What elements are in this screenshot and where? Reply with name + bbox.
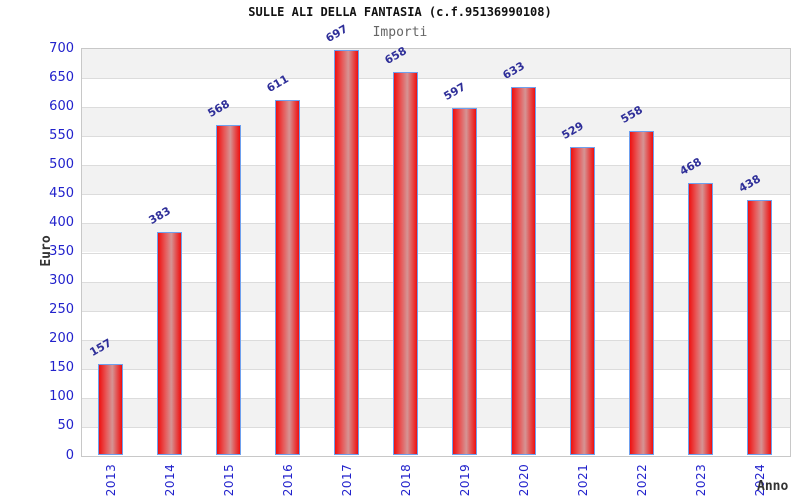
x-tick-label: 2021	[575, 463, 590, 497]
y-tick-label: 0	[65, 447, 74, 463]
x-tick-label: 2019	[457, 463, 472, 497]
plot-band	[82, 107, 790, 137]
y-tick-label: 650	[49, 69, 74, 85]
y-tick-label: 450	[49, 185, 74, 201]
bar-2017	[334, 50, 359, 455]
plot-band	[82, 49, 790, 79]
bar-2024	[747, 200, 772, 455]
y-tick-label: 350	[49, 244, 74, 259]
chart-title: SULLE ALI DELLA FANTASIA (c.f.9513699010…	[248, 5, 552, 19]
plot-band	[82, 194, 790, 224]
x-axis-title: Anno	[757, 479, 789, 494]
x-tick-label: 2016	[280, 463, 295, 497]
bar-2016	[275, 100, 300, 455]
bar-2019	[452, 108, 477, 455]
gridline	[82, 339, 790, 341]
gridline	[82, 107, 790, 109]
bar-2014	[157, 232, 182, 455]
y-tick-label: 100	[49, 389, 74, 405]
bar-2023	[688, 183, 713, 455]
x-tick-label: 2015	[221, 463, 236, 497]
gridline	[82, 223, 790, 225]
gridline	[82, 136, 790, 138]
gridline	[82, 78, 790, 80]
plot-band	[82, 252, 790, 282]
plot-band	[82, 136, 790, 166]
y-axis-title: Euro	[39, 235, 54, 267]
bar-2013	[98, 364, 123, 455]
gridline	[82, 165, 790, 167]
gridline	[82, 194, 790, 196]
gridline	[82, 426, 790, 428]
x-tick-label: 2020	[516, 463, 531, 497]
x-tick-label: 2013	[103, 463, 118, 497]
y-tick-label: 50	[57, 418, 74, 434]
x-tick-label: 2014	[162, 463, 177, 497]
plot-band	[82, 368, 790, 398]
bar-2022	[629, 131, 654, 455]
bar-2020	[511, 87, 536, 455]
plot-band	[82, 310, 790, 340]
y-tick-label: 700	[49, 40, 74, 56]
gridline	[82, 397, 790, 399]
chart-subtitle: Importi	[372, 25, 428, 40]
plot-area	[81, 48, 791, 457]
plot-band	[82, 78, 790, 108]
plot-band	[82, 165, 790, 195]
x-tick-label: 2022	[634, 463, 649, 497]
x-tick-label: 2017	[339, 463, 354, 497]
plot-band	[82, 339, 790, 369]
y-tick-label: 500	[49, 156, 74, 172]
gridline	[82, 252, 790, 254]
y-tick-label: 200	[49, 331, 74, 347]
x-tick-label: 2023	[693, 463, 708, 497]
gridline	[82, 281, 790, 283]
gridline	[82, 368, 790, 370]
y-tick-label: 600	[49, 98, 74, 114]
x-tick-label: 2018	[398, 463, 413, 497]
y-tick-label: 150	[49, 360, 74, 376]
y-tick-label: 250	[49, 302, 74, 318]
y-tick-label: 300	[49, 273, 74, 289]
gridline	[82, 310, 790, 312]
y-tick-label: 550	[49, 127, 74, 143]
plot-band	[82, 223, 790, 253]
plot-band	[82, 426, 790, 456]
bar-2015	[216, 125, 241, 455]
plot-band	[82, 397, 790, 427]
bar-2021	[570, 147, 595, 455]
y-tick-label: 400	[49, 214, 74, 230]
plot-band	[82, 281, 790, 311]
bar-2018	[393, 72, 418, 455]
